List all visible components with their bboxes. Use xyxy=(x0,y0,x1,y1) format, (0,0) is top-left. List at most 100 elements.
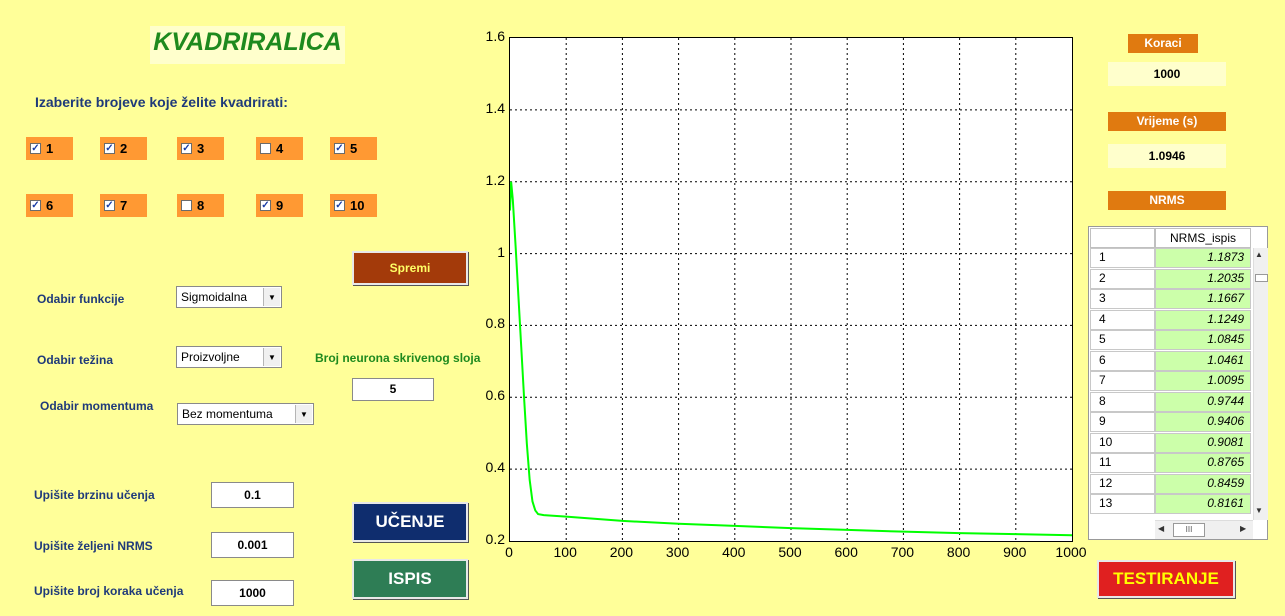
function-select[interactable]: Sigmoidalna ▼ xyxy=(176,286,282,308)
y-tick-label: 1.4 xyxy=(485,99,505,116)
table-row-index: 7 xyxy=(1090,371,1155,391)
nrms-plot-area xyxy=(509,37,1073,542)
checkbox-1[interactable]: ✓ 1 xyxy=(26,137,73,160)
checkbox-label: 2 xyxy=(120,141,128,156)
table-cell-nrms[interactable]: 1.1873 xyxy=(1155,248,1251,268)
checkbox-label: 3 xyxy=(197,141,205,156)
table-cell-nrms[interactable]: 0.9406 xyxy=(1155,412,1251,432)
table-row-index: 8 xyxy=(1090,391,1155,412)
table-cell-nrms[interactable]: 0.8459 xyxy=(1155,473,1251,494)
x-tick-label: 600 xyxy=(834,544,858,560)
table-row-index: 9 xyxy=(1090,412,1155,432)
function-label: Odabir funkcije xyxy=(37,292,125,306)
table-row-index: 12 xyxy=(1090,473,1155,494)
nrms-series-line xyxy=(509,181,1073,537)
time-value: 1.0946 xyxy=(1108,144,1226,168)
checkmark-icon: ✓ xyxy=(334,143,345,154)
hidden-neurons-label: Broj neurona skrivenog sloja xyxy=(315,351,481,365)
steps-label: Koraci xyxy=(1128,34,1198,53)
scroll-down-icon[interactable]: ▼ xyxy=(1255,506,1263,515)
scrollbar-thumb-horizontal[interactable]: III xyxy=(1173,523,1205,537)
checkmark-icon: ✓ xyxy=(104,200,115,211)
save-button[interactable]: Spremi xyxy=(352,251,468,285)
momentum-select-value: Bez momentuma xyxy=(182,407,273,421)
checkmark-icon: ✓ xyxy=(104,143,115,154)
table-cell-nrms[interactable]: 0.9744 xyxy=(1155,391,1251,412)
weights-label: Odabir težina xyxy=(37,353,114,367)
table-row-index: 13 xyxy=(1090,494,1155,514)
y-tick-label: 1.2 xyxy=(485,171,505,188)
x-tick-label: 400 xyxy=(722,544,746,560)
learning-steps-input[interactable]: 1000 xyxy=(211,580,294,606)
table-corner xyxy=(1090,228,1155,248)
x-tick-label: 0 xyxy=(505,544,513,560)
checkbox-2[interactable]: ✓ 2 xyxy=(100,137,147,160)
app-title: KVADRIRALICA xyxy=(153,28,342,56)
x-tick-label: 200 xyxy=(609,544,634,560)
test-button[interactable]: TESTIRANJE xyxy=(1097,560,1235,598)
checkbox-6[interactable]: ✓ 6 xyxy=(26,194,73,217)
table-vertical-scrollbar[interactable]: ▲ ▼ xyxy=(1253,248,1268,520)
x-tick-label: 500 xyxy=(778,544,802,560)
checkbox-9[interactable]: ✓ 9 xyxy=(256,194,303,217)
checkbox-3[interactable]: ✓ 3 xyxy=(177,137,224,160)
x-tick-label: 100 xyxy=(553,544,577,560)
x-tick-label: 300 xyxy=(665,544,690,560)
weights-select-value: Proizvoljne xyxy=(181,350,240,364)
y-tick-label: 1.6 xyxy=(485,28,505,44)
x-tick-label: 1000 xyxy=(1055,544,1087,560)
x-tick-label: 900 xyxy=(1003,544,1027,560)
scroll-up-icon[interactable]: ▲ xyxy=(1255,250,1263,259)
nrms-chart xyxy=(509,38,1073,541)
chevron-down-icon: ▼ xyxy=(263,288,280,306)
table-cell-nrms[interactable]: 1.0095 xyxy=(1155,371,1251,391)
checkbox-10[interactable]: ✓ 10 xyxy=(330,194,377,217)
scroll-right-icon[interactable]: ▶ xyxy=(1240,524,1247,533)
function-select-value: Sigmoidalna xyxy=(181,290,248,304)
table-row-index: 4 xyxy=(1090,309,1155,330)
target-nrms-label: Upišite željeni NRMS xyxy=(34,539,153,553)
x-tick-label: 700 xyxy=(890,544,915,560)
table-row-index: 5 xyxy=(1090,330,1155,350)
y-tick-label: 0.2 xyxy=(485,531,505,547)
select-numbers-prompt: Izaberite brojeve koje želite kvadrirati… xyxy=(35,94,288,110)
table-cell-nrms[interactable]: 0.8161 xyxy=(1155,494,1251,514)
target-nrms-input[interactable]: 0.001 xyxy=(211,532,294,558)
print-button[interactable]: ISPIS xyxy=(352,559,468,599)
table-row-index: 10 xyxy=(1090,432,1155,453)
table-cell-nrms[interactable]: 1.2035 xyxy=(1155,268,1251,289)
y-tick-label: 0.6 xyxy=(485,387,505,404)
table-cell-nrms[interactable]: 1.0845 xyxy=(1155,330,1251,350)
hidden-neurons-input[interactable]: 5 xyxy=(352,378,434,401)
momentum-select[interactable]: Bez momentuma ▼ xyxy=(177,403,314,425)
table-cell-nrms[interactable]: 1.1249 xyxy=(1155,309,1251,330)
chevron-down-icon: ▼ xyxy=(295,405,312,423)
table-cell-nrms[interactable]: 1.0461 xyxy=(1155,350,1251,371)
chevron-down-icon: ▼ xyxy=(263,348,280,366)
nrms-label: NRMS xyxy=(1108,191,1226,210)
checkbox-7[interactable]: ✓ 7 xyxy=(100,194,147,217)
learning-steps-label: Upišite broj koraka učenja xyxy=(34,584,184,598)
checkbox-label: 5 xyxy=(350,141,358,156)
checkmark-icon: ✓ xyxy=(30,200,41,211)
checkbox-4[interactable]: 4 xyxy=(256,137,303,160)
learning-rate-input[interactable]: 0.1 xyxy=(211,482,294,508)
table-cell-nrms[interactable]: 1.1667 xyxy=(1155,289,1251,309)
table-row-index: 2 xyxy=(1090,268,1155,289)
y-tick-label: 0.4 xyxy=(485,459,505,476)
learning-rate-label: Upišite brzinu učenja xyxy=(34,488,155,502)
empty-checkbox-icon xyxy=(260,143,271,154)
y-tick-label: 0.8 xyxy=(485,315,505,332)
scrollbar-thumb[interactable] xyxy=(1255,274,1268,282)
table-cell-nrms[interactable]: 0.9081 xyxy=(1155,432,1251,453)
table-cell-nrms[interactable]: 0.8765 xyxy=(1155,453,1251,473)
weights-select[interactable]: Proizvoljne ▼ xyxy=(176,346,282,368)
checkmark-icon: ✓ xyxy=(181,143,192,154)
learn-button[interactable]: UČENJE xyxy=(352,502,468,542)
scroll-left-icon[interactable]: ◀ xyxy=(1158,524,1165,533)
checkbox-label: 6 xyxy=(46,198,54,213)
checkbox-8[interactable]: 8 xyxy=(177,194,224,217)
checkbox-label: 8 xyxy=(197,198,205,213)
table-horizontal-scrollbar[interactable]: ◀ III ▶ xyxy=(1155,520,1253,539)
checkbox-5[interactable]: ✓ 5 xyxy=(330,137,377,160)
